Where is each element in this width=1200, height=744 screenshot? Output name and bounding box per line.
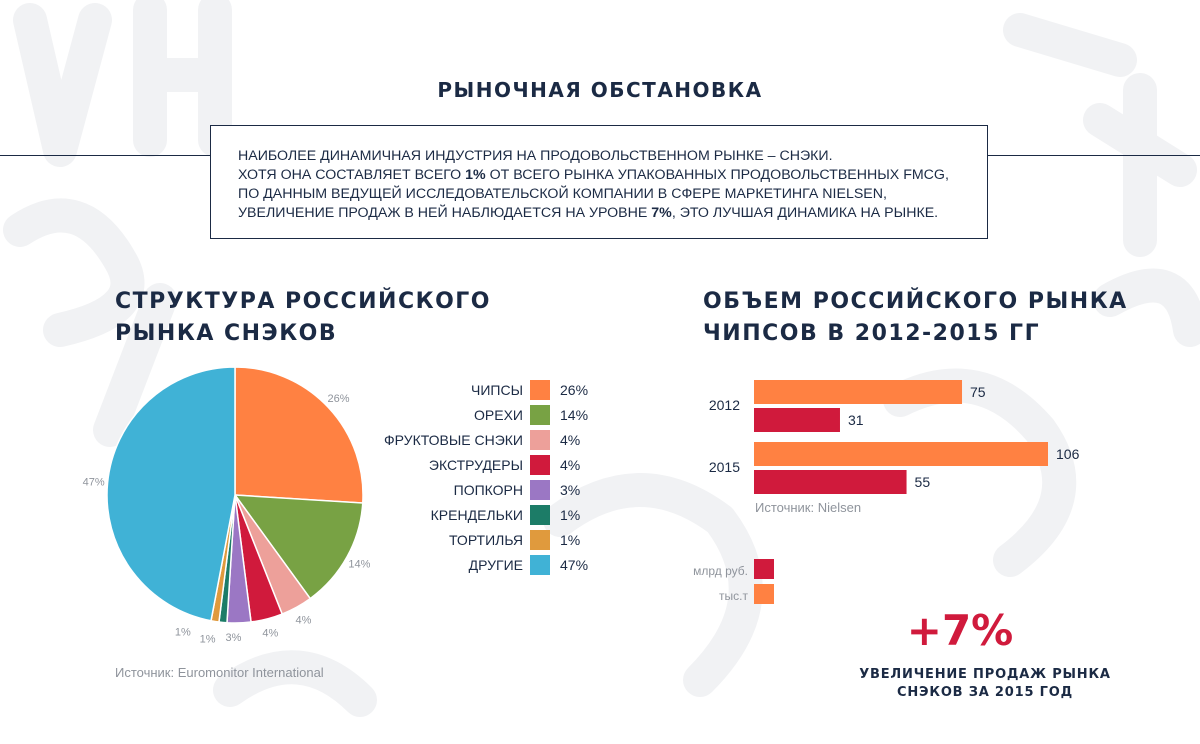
bar-title-line-1: ОБЪЕМ РОССИЙСКОГО РЫНКА (703, 289, 1128, 314)
legend-swatch (530, 405, 550, 425)
legend-swatch (530, 455, 550, 475)
divider-right (988, 155, 1200, 156)
intro-text: УВЕЛИЧЕНИЕ ПРОДАЖ В НЕЙ НАБЛЮДАЕТСЯ НА У… (238, 205, 652, 221)
legend-swatch (530, 480, 550, 500)
bar-chart: 2012 75 31 2015 106 55 (709, 380, 1080, 494)
page-title: РЫНОЧНАЯ ОБСТАНОВКА (437, 78, 763, 102)
legend-label: ЧИПСЫ (471, 382, 523, 398)
pie-slice-label: 14% (348, 558, 370, 570)
intro-line-4: УВЕЛИЧЕНИЕ ПРОДАЖ В НЕЙ НАБЛЮДАЕТСЯ НА У… (238, 204, 987, 223)
growth-caption-line-1: УВЕЛИЧЕНИЕ ПРОДАЖ РЫНКА (859, 667, 1111, 682)
legend-item: ЧИПСЫ 26% (380, 380, 640, 400)
bar-legend-swatch-rub (754, 559, 774, 579)
intro-highlight: 1% (465, 167, 486, 183)
pie-slice (233, 494, 364, 600)
bar-title-line-2: ЧИПСОВ В 2012-2015 ГГ (703, 321, 1041, 346)
legend-item: ПОПКОРН 3% (380, 480, 640, 500)
legend-item: КРЕНДЕЛЬКИ 1% (380, 505, 640, 525)
pie-slice-label: 1% (175, 626, 191, 638)
legend-value: 4% (560, 432, 581, 448)
bar (754, 380, 963, 404)
intro-text: ХОТЯ ОНА СОСТАВЛЯЕТ ВСЕГО (238, 167, 466, 183)
bar-legend-label-tonnes: тыс.т (719, 589, 748, 603)
legend-label: ОРЕХИ (474, 407, 523, 423)
legend-swatch (530, 555, 550, 575)
intro-line-3: ПО ДАННЫМ ВЕДУЩЕЙ ИССЛЕДОВАТЕЛЬСКОЙ КОМП… (238, 186, 887, 202)
bar-value-label: 75 (970, 384, 986, 400)
divider-left (0, 155, 210, 156)
bar-legend-swatch-tonnes (754, 584, 774, 604)
bar (754, 442, 1048, 466)
pie-section-title: СТРУКТУРА РОССИЙСКОГО РЫНКА СНЭКОВ (115, 286, 491, 350)
intro-line-2: ХОТЯ ОНА СОСТАВЛЯЕТ ВСЕГО 1% ОТ ВСЕГО РЫ… (238, 166, 987, 185)
growth-caption-line-2: СНЭКОВ ЗА 2015 ГОД (897, 685, 1073, 700)
bar-legend-label-rub: млрд руб. (693, 564, 748, 578)
legend-swatch (530, 380, 550, 400)
legend-label: ДРУГИЕ (468, 557, 523, 573)
pie-title-line-1: СТРУКТУРА РОССИЙСКОГО (115, 289, 491, 314)
pie-slice-label: 26% (327, 393, 349, 405)
legend-item: ЭКСТРУДЕРЫ 4% (380, 455, 640, 475)
bar (754, 408, 840, 432)
pie-slice-label: 47% (83, 477, 105, 489)
legend-label: ФРУКТОВЫЕ СНЭКИ (384, 432, 523, 448)
legend-item: ТОРТИЛЬЯ 1% (380, 530, 640, 550)
legend-item: ФРУКТОВЫЕ СНЭКИ 4% (380, 430, 640, 450)
legend-swatch (530, 430, 550, 450)
intro-text-box: НАИБОЛЕЕ ДИНАМИЧНАЯ ИНДУСТРИЯ НА ПРОДОВО… (210, 125, 988, 239)
bar-category-label: 2012 (709, 397, 740, 413)
legend-value: 1% (560, 507, 581, 523)
legend-value: 3% (560, 482, 581, 498)
growth-caption: УВЕЛИЧЕНИЕ ПРОДАЖ РЫНКА СНЭКОВ ЗА 2015 Г… (840, 666, 1130, 702)
legend-value: 26% (560, 382, 589, 398)
legend-value: 47% (560, 557, 589, 573)
pie-slice-label: 4% (262, 628, 278, 640)
bar-section-title: ОБЪЕМ РОССИЙСКОГО РЫНКА ЧИПСОВ В 2012-20… (703, 286, 1128, 350)
intro-highlight: 7% (651, 205, 672, 221)
legend-label: ПОПКОРН (453, 482, 523, 498)
bar-value-label: 31 (848, 412, 864, 428)
pie-slice-label: 1% (200, 633, 216, 645)
pie-chart: 26% 14% 4% 4% 3% 1% 1% 47% (83, 366, 371, 645)
intro-line-1: НАИБОЛЕЕ ДИНАМИЧНАЯ ИНДУСТРИЯ НА ПРОДОВО… (238, 148, 833, 164)
legend-swatch (530, 530, 550, 550)
bar (754, 470, 907, 494)
pie-title-line-2: РЫНКА СНЭКОВ (115, 321, 338, 346)
legend-item: ОРЕХИ 14% (380, 405, 640, 425)
legend-label: ТОРТИЛЬЯ (449, 532, 523, 548)
pie-slice (234, 366, 364, 504)
legend-value: 14% (560, 407, 589, 423)
legend-label: ЭКСТРУДЕРЫ (428, 457, 523, 473)
legend-value: 4% (560, 457, 581, 473)
growth-stat: +7% (906, 606, 1014, 655)
legend-value: 1% (560, 532, 581, 548)
intro-text: ОТ ВСЕГО РЫНКА УПАКОВАННЫХ ПРОДОВОЛЬСТВЕ… (485, 167, 949, 183)
bar-source: Источник: Nielsen (755, 500, 862, 515)
pie-slice-label: 3% (226, 632, 242, 644)
legend-swatch (530, 505, 550, 525)
bar-value-label: 55 (915, 474, 931, 490)
bar-category-label: 2015 (709, 459, 740, 475)
pie-source: Источник: Euromonitor International (115, 665, 324, 680)
legend-label: КРЕНДЕЛЬКИ (430, 507, 523, 523)
pie-slice (106, 366, 236, 622)
intro-text: , ЭТО ЛУЧШАЯ ДИНАМИКА НА РЫНКЕ. (671, 205, 939, 221)
bar-value-label: 106 (1056, 446, 1080, 462)
legend-item: ДРУГИЕ 47% (380, 555, 640, 575)
pie-slice-label: 4% (295, 614, 311, 626)
